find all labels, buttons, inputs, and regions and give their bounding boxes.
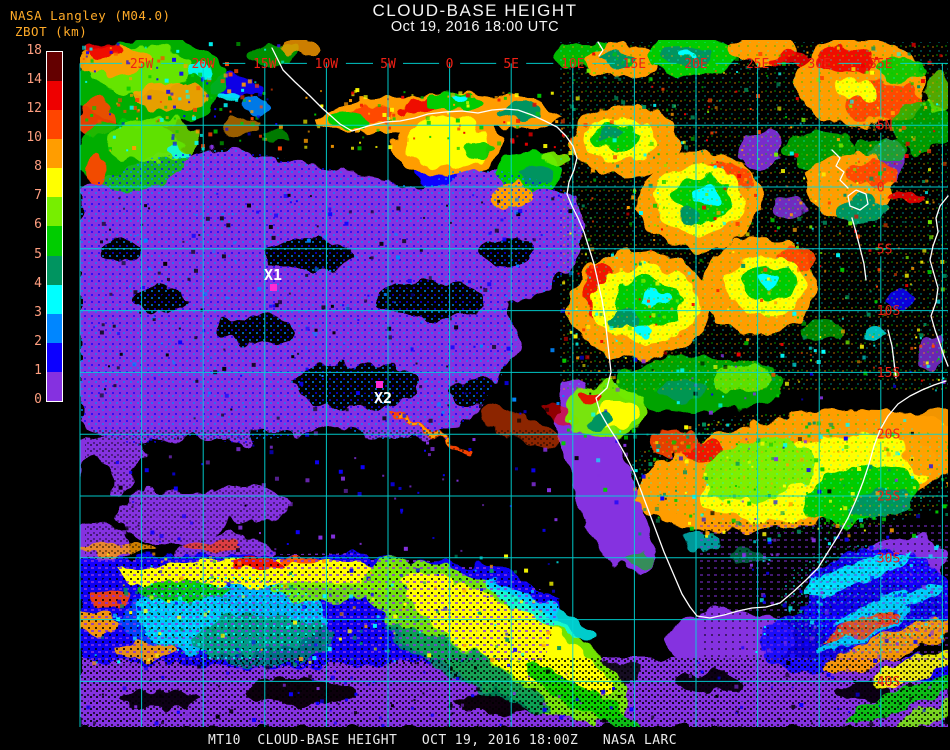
colorbar-tick: 18 [26,43,42,58]
colorbar-swatch [47,81,62,111]
colorbar-tick: 12 [26,101,42,117]
lon-label: 5E [503,57,519,72]
lon-label: 5W [380,57,396,72]
page-title: CLOUD-BASE HEIGHT [372,1,578,20]
speckle-pattern-layer [80,42,948,727]
marker-x1-point [270,284,277,291]
lat-label: 25S [877,490,900,505]
colorbar-swatch [47,226,62,256]
colorbar-tick: 10 [26,130,42,146]
colorbar-tick: 3 [34,304,42,320]
coastline [271,41,949,619]
colorbar-swatch [47,139,62,169]
lat-label: 10S [877,304,900,319]
colorbar-tick: 1 [34,362,42,378]
lon-label: 35E [869,57,892,72]
lat-label: 30S [877,551,900,566]
colorbar-swatch [47,255,62,285]
lat-label: 40S [877,675,900,690]
colorbar-swatch [47,371,62,401]
colorbar-tick: 14 [26,72,42,88]
colorbar-tick: 6 [34,217,42,233]
colorbar-tick: 2 [34,333,42,349]
brand-label: NASA Langley (M04.0) [10,8,171,23]
lon-label: 25E [746,57,769,72]
colorbar-swatch [47,197,62,227]
colorbar-swatch [47,110,62,140]
lon-label: 20E [684,57,707,72]
lon-label: 10E [561,57,584,72]
lon-label: 25W [130,57,154,72]
grid-lines [79,62,948,727]
page-subtitle: Oct 19, 2016 18:00 UTC [390,19,560,35]
lat-label: 0 [877,181,885,196]
lon-label: 20W [191,57,215,72]
lon-label: 15E [623,57,646,72]
lon-label: 30E [807,57,830,72]
colorbar-legend [46,51,63,402]
units-label: ZBOT (km) [15,24,88,39]
geo-labels: 25W 20W 15W 10W 5W 0 5E 10E 15E 20E 25E 30E 35E 5N 0 5S… [130,57,900,690]
lon-label: 0 [446,57,454,72]
footer-text: MT10 CLOUD-BASE HEIGHT OCT 19, 2016 18:0… [208,733,677,748]
lon-label: 15W [253,57,277,72]
colorbar-tick: 8 [34,159,42,175]
marker-x2-point [376,381,383,388]
colorbar-swatch [47,168,62,198]
lat-label: 5N [877,119,893,134]
lat-label: 20S [877,428,900,443]
footer-bar: MT10 CLOUD-BASE HEIGHT OCT 19, 2016 18:0… [0,728,950,750]
marker-x2-label: X2 [374,389,392,407]
colorbar-tick: 0 [34,391,42,407]
colorbar-tick: 5 [34,246,42,262]
colorbar-swatch [47,342,62,372]
colorbar-swatch [47,52,62,82]
colorbar-swatch [47,284,62,314]
lat-label: 5S [877,242,893,257]
speck-layer [82,42,948,727]
lon-label: 10W [315,57,339,72]
lat-label: 15S [877,366,900,381]
lat-label: 35S [877,613,900,628]
colorbar-tick: 4 [34,275,42,291]
colorbar-swatch [47,313,62,343]
colorbar-tick: 7 [34,188,42,204]
marker-x1-label: X1 [264,266,282,284]
